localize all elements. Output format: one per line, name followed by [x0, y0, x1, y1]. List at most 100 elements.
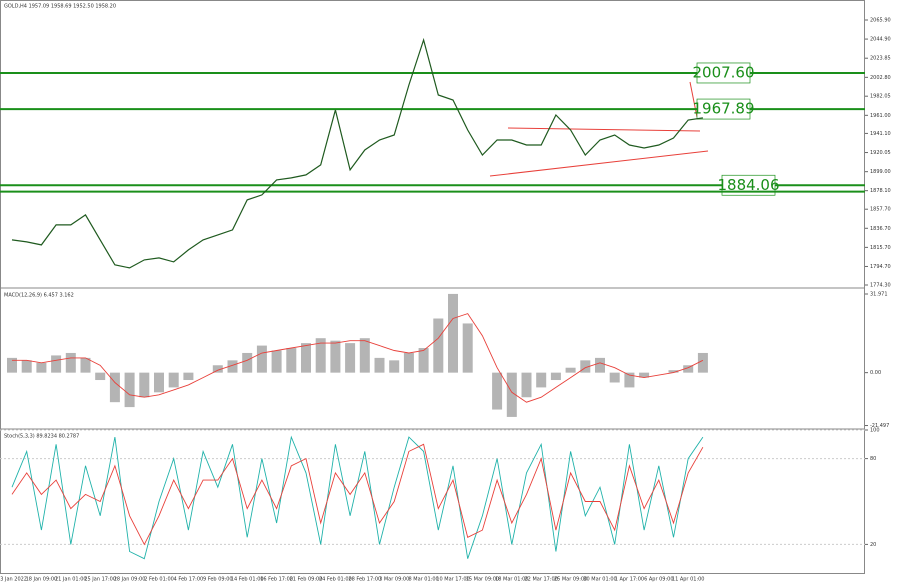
- histogram-bar: [212, 365, 223, 373]
- histogram-bar: [595, 357, 605, 373]
- trend-line: [489, 150, 709, 177]
- histogram-bar: [124, 372, 135, 408]
- y-tick-label: 2002.80: [870, 75, 891, 81]
- level-label-box: [721, 174, 776, 196]
- y-tick-label: -21.497: [870, 423, 889, 429]
- histogram-bar: [271, 350, 282, 373]
- histogram-bar: [21, 360, 32, 373]
- x-tick-label: 28 Feb 17:00: [348, 577, 381, 583]
- histogram-bar: [80, 357, 91, 373]
- histogram-bar: [227, 360, 238, 373]
- histogram-bar: [609, 372, 620, 383]
- level-label: 1967.89: [692, 100, 754, 118]
- y-tick-label: 1815.70: [870, 245, 891, 251]
- histogram-bar: [668, 370, 679, 373]
- x-tick-label: 18 Jan 09:00: [26, 577, 58, 583]
- histogram-bar: [359, 338, 370, 373]
- x-tick-label: 21 Feb 09:00: [290, 577, 323, 583]
- y-tick-label: 2065.90: [870, 17, 891, 23]
- x-tick-label: 8 Mar 01:00: [408, 577, 438, 583]
- trend-line: [507, 127, 701, 132]
- projection-line: [689, 81, 698, 118]
- histogram-bar: [418, 348, 429, 373]
- histogram-bar: [139, 372, 150, 398]
- x-tick-label: 24 Feb 01:00: [319, 577, 352, 583]
- x-tick-label: 1 Apr 17:00: [615, 577, 644, 583]
- y-tick-label: 1920.05: [870, 150, 891, 156]
- y-tick-label: 80: [870, 456, 876, 462]
- histogram-bar: [95, 372, 106, 381]
- level-label-box: [696, 98, 751, 120]
- y-tick-label: 2044.90: [870, 37, 891, 43]
- x-tick-label: 25 Jan 17:00: [84, 577, 116, 583]
- histogram-bar: [433, 318, 444, 373]
- histogram-bar: [330, 340, 341, 373]
- x-tick-label: 30 Mar 01:00: [583, 577, 616, 583]
- histogram-bar: [389, 360, 400, 373]
- x-tick-label: 15 Mar 09:00: [466, 577, 499, 583]
- x-tick-label: 3 Mar 09:00: [379, 577, 409, 583]
- x-tick-label: 4 Feb 17:00: [174, 577, 204, 583]
- y-tick-label: 1774.30: [870, 283, 891, 289]
- histogram-bar: [345, 343, 356, 373]
- histogram-bar: [639, 372, 650, 378]
- y-tick-label: 1899.00: [870, 169, 891, 175]
- x-tick-label: 25 Mar 09:00: [554, 577, 587, 583]
- histogram-bar: [697, 352, 708, 373]
- panel-title: Stoch(5,3,3) 89.8234 80.2787: [4, 434, 79, 440]
- histogram-bar: [506, 372, 517, 417]
- histogram-bar: [448, 293, 458, 373]
- histogram-bar: [301, 343, 311, 373]
- x-tick-label: 11 Apr 01:00: [672, 577, 705, 583]
- x-tick-label: 22 Mar 17:00: [525, 577, 558, 583]
- x-tick-label: 14 Feb 01:00: [231, 577, 264, 583]
- x-tick-label: 2 Feb 01:00: [144, 577, 174, 583]
- histogram-bar: [403, 352, 414, 373]
- histogram-bar: [565, 367, 576, 373]
- histogram-bar: [521, 372, 532, 398]
- y-tick-label: 1982.05: [870, 94, 891, 100]
- x-tick-label: 28 Jan 09:00: [114, 577, 146, 583]
- histogram-bar: [109, 372, 120, 403]
- y-tick-label: 100: [870, 428, 880, 434]
- x-tick-label: 9 Feb 09:00: [203, 577, 233, 583]
- x-tick-label: 6 Apr 09:00: [644, 577, 673, 583]
- histogram-bar: [242, 352, 253, 373]
- y-tick-label: 1878.10: [870, 188, 891, 194]
- histogram-bar: [315, 338, 326, 373]
- y-tick-label: 2023.85: [870, 56, 891, 62]
- histogram-bar: [374, 357, 385, 373]
- y-tick-label: 20: [870, 542, 876, 548]
- x-tick-label: 10 Mar 17:00: [436, 577, 469, 583]
- y-tick-label: 1961.00: [870, 113, 891, 119]
- x-tick-label: 16 Feb 17:00: [260, 577, 293, 583]
- level-label-box: [696, 62, 751, 84]
- y-tick-label: 1857.70: [870, 207, 891, 213]
- y-tick-label: 0.00: [870, 370, 881, 376]
- histogram-bar: [550, 372, 561, 381]
- histogram-bar: [580, 360, 591, 373]
- histogram-bar: [168, 372, 179, 388]
- x-tick-label: 13 Jan 2022: [0, 577, 27, 583]
- histogram-bar: [536, 372, 547, 388]
- y-tick-label: 31.971: [870, 291, 888, 297]
- series-line: [11, 443, 704, 546]
- frame: [0, 0, 865, 574]
- level-label: 2007.60: [692, 63, 754, 81]
- histogram-bar: [492, 372, 503, 410]
- y-tick-label: 1836.70: [870, 226, 891, 232]
- histogram-bar: [7, 357, 17, 373]
- histogram-bar: [624, 372, 635, 388]
- series-line: [12, 313, 704, 403]
- x-tick-label: 18 Mar 01:00: [495, 577, 528, 583]
- histogram-bar: [256, 345, 267, 373]
- histogram-bar: [683, 365, 694, 373]
- x-tick-label: 21 Jan 01:00: [55, 577, 87, 583]
- histogram-bar: [286, 348, 297, 373]
- y-tick-label: 1794.70: [870, 264, 891, 270]
- histogram-bar: [183, 372, 194, 381]
- histogram-bar: [51, 355, 62, 373]
- histogram-bar: [65, 352, 76, 373]
- histogram-bar: [462, 323, 473, 373]
